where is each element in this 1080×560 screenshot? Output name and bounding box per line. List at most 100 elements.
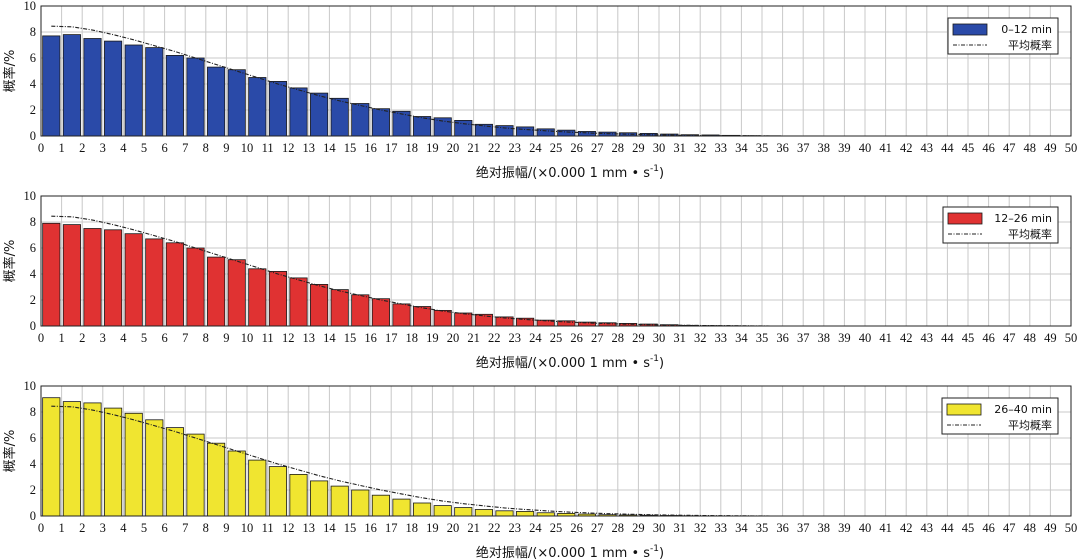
- bar: [536, 128, 555, 137]
- x-tick-label: 8: [203, 141, 209, 155]
- legend-label-line: 平均概率: [1008, 227, 1052, 241]
- x-tick-label: 50: [1065, 521, 1078, 535]
- y-tick-label: 6: [30, 431, 36, 445]
- x-tick-label: 21: [467, 141, 480, 155]
- x-tick-label: 16: [364, 331, 377, 345]
- y-tick-label: 10: [24, 379, 37, 393]
- x-tick-label: 28: [612, 331, 625, 345]
- legend-swatch-bar: [947, 212, 983, 225]
- bar: [62, 401, 81, 517]
- x-tick-label: 20: [447, 331, 460, 345]
- x-tick-label: 45: [962, 521, 975, 535]
- bar: [454, 507, 473, 517]
- bar: [268, 270, 287, 327]
- x-tick-label: 38: [818, 331, 831, 345]
- x-tick-label: 16: [364, 521, 377, 535]
- x-tick-label: 4: [120, 331, 127, 345]
- x-tick-label: 8: [203, 331, 209, 345]
- bar: [227, 259, 246, 327]
- x-tick-label: 30: [653, 141, 666, 155]
- bar: [557, 129, 576, 137]
- y-tick-label: 8: [30, 405, 36, 419]
- x-tick-label: 26: [570, 521, 583, 535]
- x-tick-label: 32: [694, 331, 707, 345]
- x-tick-label: 19: [426, 521, 439, 535]
- y-tick-label: 4: [30, 77, 37, 91]
- x-tick-label: 17: [385, 521, 398, 535]
- y-axis-title: 概率/%: [2, 50, 18, 93]
- bar: [310, 283, 329, 327]
- x-tick-label: 29: [632, 521, 645, 535]
- x-tick-label: 35: [756, 141, 769, 155]
- bar: [248, 268, 267, 327]
- x-tick-label: 35: [756, 521, 769, 535]
- bar: [104, 229, 123, 327]
- bar: [62, 224, 81, 327]
- x-tick-label: 46: [982, 141, 995, 155]
- x-tick-label: 18: [406, 141, 419, 155]
- x-tick-label: 2: [79, 141, 85, 155]
- x-tick-label: 42: [900, 331, 913, 345]
- bar: [330, 97, 349, 137]
- y-tick-label: 8: [30, 215, 36, 229]
- x-tick-label: 6: [161, 331, 167, 345]
- x-tick-label: 1: [58, 141, 64, 155]
- x-tick-label: 47: [1003, 331, 1016, 345]
- bar: [83, 402, 102, 517]
- legend: 12–26 min 平均概率: [942, 206, 1059, 244]
- x-tick-label: 1: [58, 521, 64, 535]
- x-tick-label: 40: [859, 521, 872, 535]
- x-tick-label: 41: [879, 331, 892, 345]
- bar: [454, 312, 473, 327]
- x-axis-title: 绝对振幅/(×0.000 1 mm • s-1): [476, 354, 664, 371]
- bar: [165, 242, 184, 327]
- x-tick-label: 1: [58, 331, 64, 345]
- x-tick-label: 49: [1044, 521, 1057, 535]
- bar: [433, 309, 452, 327]
- bar: [351, 294, 370, 327]
- bar: [186, 57, 205, 137]
- bar: [207, 66, 226, 137]
- x-tick-label: 11: [262, 521, 274, 535]
- bar: [186, 433, 205, 517]
- bar: [516, 511, 535, 517]
- bar: [207, 256, 226, 327]
- x-tick-label: 38: [818, 141, 831, 155]
- x-tick-label: 6: [161, 141, 167, 155]
- x-tick-label: 37: [797, 141, 810, 155]
- bar: [227, 450, 246, 517]
- x-tick-label: 9: [223, 141, 229, 155]
- x-tick-label: 16: [364, 141, 377, 155]
- legend-label-line: 平均概率: [1008, 38, 1052, 52]
- x-tick-label: 10: [241, 331, 254, 345]
- x-axis-title: 绝对振幅/(×0.000 1 mm • s-1): [476, 544, 664, 560]
- y-tick-label: 6: [30, 241, 36, 255]
- x-tick-label: 23: [509, 331, 522, 345]
- axes-frame: [40, 385, 1072, 517]
- x-tick-label: 36: [776, 141, 789, 155]
- x-tick-label: 50: [1065, 141, 1078, 155]
- x-axis-title: 绝对振幅/(×0.000 1 mm • s-1): [476, 164, 664, 181]
- y-tick-label: 4: [30, 267, 37, 281]
- x-tick-label: 0: [38, 331, 44, 345]
- x-tick-label: 15: [344, 331, 357, 345]
- bar: [42, 397, 61, 517]
- y-axis-title: 概率/%: [2, 240, 18, 283]
- x-tick-label: 44: [941, 331, 954, 345]
- x-tick-label: 11: [262, 331, 274, 345]
- x-tick-label: 33: [715, 521, 728, 535]
- x-tick-label: 29: [632, 141, 645, 155]
- bar: [330, 485, 349, 517]
- x-tick-label: 17: [385, 141, 398, 155]
- x-tick-label: 43: [921, 521, 934, 535]
- bar: [351, 103, 370, 137]
- x-tick-label: 50: [1065, 331, 1078, 345]
- x-tick-label: 0: [38, 141, 44, 155]
- x-tick-label: 18: [406, 521, 419, 535]
- x-tick-label: 45: [962, 141, 975, 155]
- y-tick-label: 2: [30, 293, 36, 307]
- x-tick-label: 39: [838, 331, 851, 345]
- x-tick-label: 43: [921, 331, 934, 345]
- legend-label-bar: 0–12 min: [1001, 23, 1052, 36]
- x-tick-label: 31: [673, 521, 686, 535]
